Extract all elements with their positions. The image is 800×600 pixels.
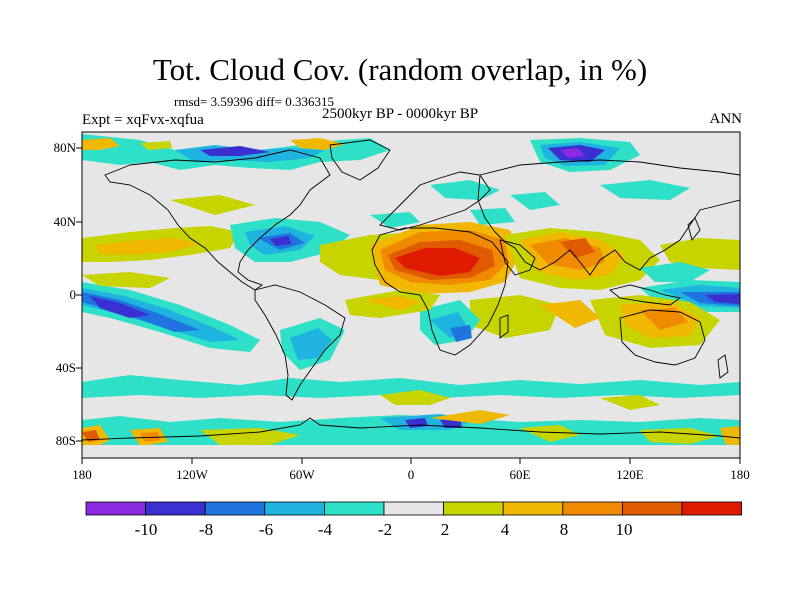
anomaly-patch [370, 212, 420, 228]
coastline-antarctica [82, 417, 740, 441]
colorbar-swatch [502, 501, 564, 516]
period-label: 2500kyr BP - 0000kyr BP [322, 106, 479, 122]
colorbar-swatch [681, 501, 742, 516]
colorbar-label: -6 [258, 520, 274, 539]
anomaly-patch [140, 141, 172, 150]
lat-label-80n: 80N [53, 140, 76, 155]
anomaly-patch [82, 445, 740, 458]
coastline-europe [379, 171, 491, 231]
lat-label-80s: 80S [55, 433, 76, 448]
coastline-japan [687, 217, 701, 241]
colorbar-label: -4 [317, 520, 333, 539]
lat-label-eq: 0 [69, 287, 77, 302]
anomaly-patch [380, 390, 450, 405]
lon-label-180e: 180 [730, 467, 750, 482]
anomaly-patch [82, 272, 170, 288]
colorbar-swatch [443, 501, 504, 516]
colorbar-swatch [562, 501, 623, 516]
coastline-arabia [499, 239, 536, 276]
coastline-madagascar [499, 314, 509, 339]
anomaly-patch [430, 410, 510, 424]
coastline-australia [619, 309, 706, 366]
anomaly-patch [200, 146, 270, 156]
lat-label-40n: 40N [53, 214, 76, 229]
colorbar-swatch [204, 501, 266, 516]
colorbar [85, 501, 742, 516]
coastline-south-america [254, 284, 346, 401]
experiment-label: Expt = xqFvx-xqfua [82, 112, 204, 128]
colorbar-swatch [383, 501, 444, 516]
anomaly-patch [450, 325, 472, 342]
colorbar-swatch [85, 501, 146, 516]
coastline-greenland [329, 139, 391, 181]
anomaly-patch [640, 308, 688, 330]
lat-label-40s: 40S [55, 360, 76, 375]
axis-ticks [76, 147, 741, 464]
lon-label-120w: 120W [176, 467, 208, 482]
anomaly-patch [600, 395, 660, 410]
anomaly-patch [95, 238, 200, 255]
anomaly-patch [290, 328, 332, 360]
lon-label-60w: 60W [289, 467, 315, 482]
colorbar-label: 2 [440, 520, 450, 539]
anomaly-patch [520, 425, 580, 442]
colorbar-label: -8 [198, 520, 214, 539]
colorbar-swatch [145, 501, 206, 516]
anomaly-patch [705, 294, 740, 304]
anomaly-patch [290, 138, 345, 150]
anomaly-patch [540, 300, 600, 328]
colorbar-label: 10 [615, 520, 633, 539]
anomaly-patch [510, 192, 560, 210]
coastlines [82, 139, 740, 441]
colorbar-swatch [622, 501, 683, 516]
map-title: Tot. Cloud Cov. (random overlap, in %) [152, 52, 648, 87]
anomaly-patch [270, 236, 292, 246]
colorbar-swatch [323, 501, 385, 516]
stats-text: rmsd= 3.59396 diff= 0.336315 [174, 94, 334, 109]
anomaly-patch [200, 428, 300, 445]
coastline-north-america [104, 149, 331, 291]
anomaly-patch [470, 295, 560, 338]
coastline-indonesia [609, 284, 682, 306]
colorbar-label: 4 [500, 520, 510, 539]
coastline-asia [477, 159, 740, 276]
lon-label-120e: 120E [616, 467, 644, 482]
anomaly-patch [395, 248, 480, 276]
anomaly-patch [170, 195, 255, 215]
coastline-new-zealand [717, 354, 729, 379]
season-label: ANN [709, 111, 743, 127]
lon-label-180w: 180 [72, 467, 92, 482]
anomaly-field [82, 134, 740, 458]
anomaly-patch [560, 148, 585, 158]
anomaly-patch [600, 180, 690, 200]
anomaly-patch [470, 208, 515, 225]
anomaly-patch [82, 138, 120, 150]
anomaly-patch [90, 296, 150, 318]
anomaly-patch [82, 375, 740, 398]
anomaly-patch [430, 180, 500, 200]
lon-label-0: 0 [407, 467, 415, 482]
anomaly-patch [560, 238, 595, 258]
coastline-africa [371, 227, 509, 356]
anomaly-patch [365, 296, 420, 310]
colorbar-label: 8 [559, 520, 569, 539]
colorbar-label: -10 [134, 520, 158, 539]
colorbar-swatch [264, 501, 325, 516]
anomaly-patch [720, 426, 740, 446]
anomaly-patch [640, 262, 710, 282]
lon-label-60e: 60E [509, 467, 531, 482]
colorbar-label: -2 [377, 520, 393, 539]
